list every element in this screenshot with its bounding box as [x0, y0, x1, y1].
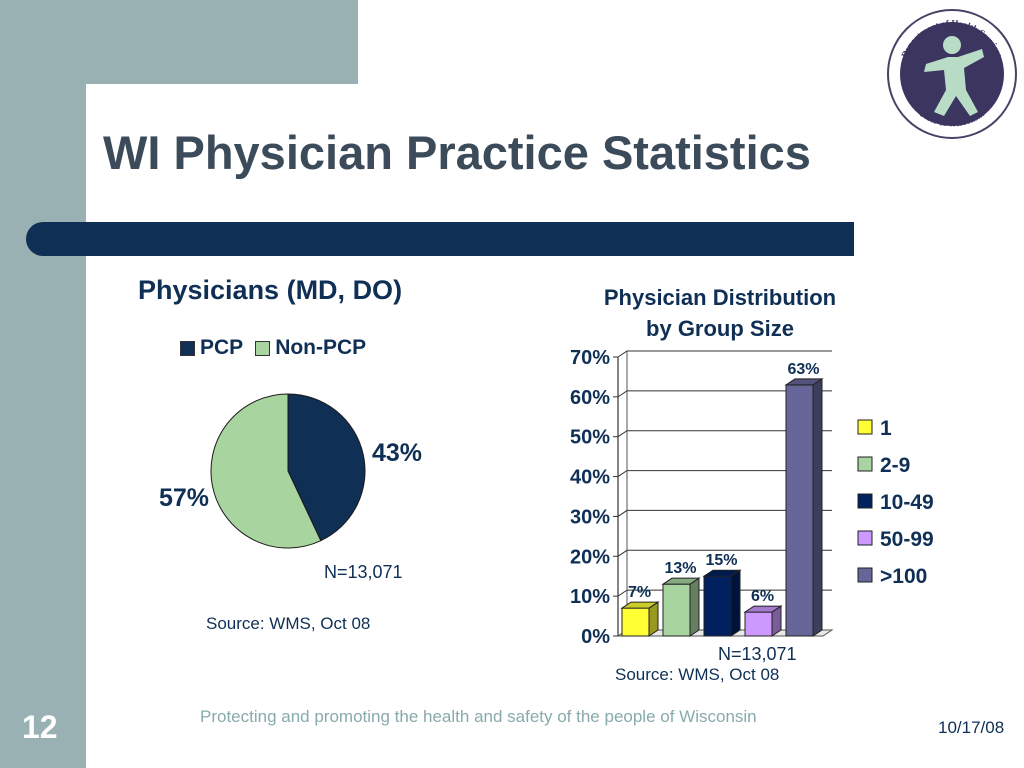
top-decor-band	[86, 0, 358, 84]
legend-label: 10-49	[880, 491, 934, 514]
bar-source: Source: WMS, Oct 08	[615, 665, 780, 684]
footer-date: 10/17/08	[938, 718, 1005, 737]
bar-front	[785, 384, 814, 637]
bar-top	[784, 378, 824, 386]
gridline	[617, 470, 832, 477]
legend-label: >100	[880, 565, 927, 588]
legend-label-pcp: PCP	[200, 336, 244, 359]
bar-data-label: 63%	[787, 361, 819, 378]
y-tick-label: 20%	[570, 546, 610, 568]
gridline	[617, 390, 832, 398]
bar-top	[620, 601, 660, 609]
legend-label: 50-99	[880, 528, 934, 551]
y-tick-label: 10%	[570, 586, 610, 608]
legend-swatch	[857, 456, 873, 472]
legend-swatch-non-pcp	[255, 340, 271, 356]
pie-chart-title: Physicians (MD, DO)	[138, 275, 403, 305]
legend-swatch	[857, 493, 873, 509]
bar-side	[812, 377, 823, 637]
legend-label: 2-9	[880, 454, 910, 477]
legend-swatch	[857, 567, 873, 583]
legend-swatch	[857, 419, 873, 435]
bar-1	[620, 601, 660, 637]
footer-tagline: Protecting and promoting the health and …	[200, 707, 757, 726]
dhs-logo: Department of Health Services State of W…	[887, 9, 1017, 139]
y-tick-label: 40%	[570, 467, 610, 489]
legend-label-non-pcp: Non-PCP	[275, 336, 367, 359]
pie-source: Source: WMS, Oct 08	[206, 614, 371, 633]
y-tick-label: 70%	[570, 347, 610, 369]
content-corner	[86, 84, 166, 164]
bar-chart-title-line: by Group Size	[646, 316, 794, 341]
bar-top	[661, 577, 701, 585]
y-tick-label: 0%	[581, 626, 610, 648]
bar-front	[621, 607, 650, 637]
bar-front	[703, 575, 732, 637]
title-underline-bar	[26, 222, 854, 256]
bar-side	[730, 569, 741, 637]
bar-2-9	[661, 577, 701, 637]
legend-label: 1	[880, 417, 892, 440]
y-tick-label: 60%	[570, 387, 610, 409]
gridline	[617, 430, 832, 438]
bar-data-label: 6%	[751, 588, 774, 605]
gridline	[617, 549, 832, 557]
gridline	[617, 509, 832, 517]
bar-data-label: 7%	[628, 584, 651, 601]
bar-side	[689, 577, 700, 637]
bar-data-label: 13%	[664, 560, 696, 577]
left-sidebar-band	[0, 0, 86, 768]
bar-top	[743, 605, 783, 613]
legend-swatch	[857, 530, 873, 546]
bar-front	[662, 583, 691, 637]
bar-top	[702, 569, 742, 577]
bar-10-49	[702, 569, 742, 637]
bar-sample-size: N=13,071	[718, 644, 797, 664]
gridline	[617, 589, 832, 597]
gridline	[617, 350, 832, 358]
slide-title: WI Physician Practice Statistics	[103, 126, 811, 179]
bar-chart-title-line: Physician Distribution	[603, 285, 837, 310]
bar-data-label: 15%	[705, 552, 737, 569]
y-tick-label: 30%	[570, 506, 610, 528]
slide-number: 12	[22, 709, 58, 745]
bar-front	[744, 611, 773, 637]
bar-50-99	[743, 605, 783, 637]
figure-icon	[924, 36, 984, 116]
y-tick-label: 50%	[570, 427, 610, 449]
legend-swatch-pcp	[180, 340, 195, 356]
pie-sample-size: N=13,071	[324, 562, 403, 582]
pie-legend: PCP Non-PCP	[180, 336, 366, 360]
bar-100	[784, 377, 824, 637]
bar-chart-title: Physician Distribution by Group Size	[570, 282, 870, 344]
